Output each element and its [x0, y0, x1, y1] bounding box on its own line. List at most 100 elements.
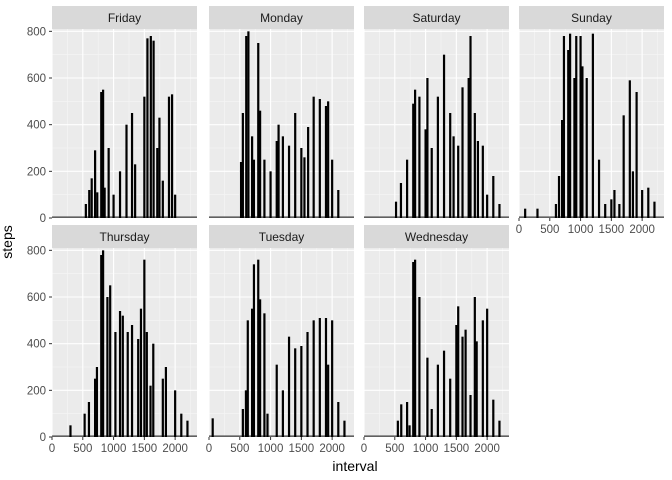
y-tick-label: 800: [27, 26, 46, 38]
bar: [294, 348, 297, 437]
bar: [394, 201, 398, 218]
bar: [269, 171, 272, 218]
bar: [560, 120, 564, 218]
bar: [622, 115, 625, 218]
facet-strip-label: Thursday: [99, 230, 149, 244]
bar: [130, 113, 134, 218]
bar: [610, 199, 613, 218]
bar: [331, 159, 334, 218]
bar: [118, 311, 122, 437]
x-axis-title: interval: [332, 458, 377, 474]
x-tick-label: 0: [206, 443, 212, 455]
bar: [152, 343, 155, 437]
bar: [418, 96, 421, 218]
bar: [303, 157, 306, 218]
panel-background: [52, 248, 197, 437]
bar: [481, 320, 484, 437]
bar: [337, 402, 340, 437]
bar: [579, 36, 582, 218]
bar: [241, 409, 244, 437]
facet-sunday: Sunday 0 500 1000 1500 2000: [516, 6, 664, 236]
x-tick-label: 0: [49, 443, 55, 455]
bar: [554, 204, 558, 218]
bar: [146, 38, 149, 219]
bar: [613, 190, 616, 218]
bar: [597, 159, 601, 218]
bar: [93, 150, 97, 218]
bar: [257, 259, 260, 437]
bar: [259, 299, 262, 437]
bar: [164, 367, 168, 437]
bar: [337, 190, 340, 218]
bar: [442, 54, 446, 218]
bar: [635, 92, 638, 218]
bar: [469, 395, 472, 437]
bar: [575, 36, 578, 218]
facet-strip-label: Monday: [260, 11, 303, 25]
facet-wednesday: Wednesday 0 500 1000 1500 2000: [361, 225, 509, 455]
bar: [573, 78, 576, 218]
bar: [149, 385, 152, 437]
bar: [174, 194, 177, 218]
facet-tuesday: Tuesday 0 500 1000 1500 2000: [206, 225, 354, 455]
facet-strip: [209, 6, 354, 29]
bar: [244, 390, 248, 437]
x-tick-label: 2000: [162, 443, 188, 455]
bar: [412, 103, 415, 218]
bar: [145, 332, 148, 437]
x-tick-label: 2000: [319, 443, 345, 455]
bar: [246, 320, 249, 437]
bar: [287, 145, 291, 218]
bar: [492, 399, 495, 437]
bar: [139, 308, 143, 437]
bar: [287, 336, 291, 437]
y-tick-label: 600: [27, 292, 46, 304]
bar: [149, 36, 152, 218]
bar: [102, 250, 105, 437]
bar: [266, 413, 269, 437]
bar: [93, 378, 97, 437]
bar: [312, 96, 315, 218]
bar: [87, 402, 91, 437]
bar: [259, 110, 262, 218]
bar: [107, 148, 110, 218]
panel-background: [364, 29, 509, 218]
bar: [180, 413, 183, 437]
bar: [473, 297, 476, 437]
facet-strip: [519, 6, 664, 29]
x-tick-label: 1500: [132, 443, 158, 455]
bar: [239, 162, 243, 218]
bar: [461, 87, 464, 218]
bar: [88, 190, 91, 218]
bar: [263, 313, 266, 437]
bar: [257, 43, 260, 218]
bar: [161, 378, 164, 437]
panel-background: [364, 248, 509, 437]
bar: [457, 306, 460, 437]
bar: [96, 192, 99, 218]
panel-background: [209, 29, 354, 218]
x-tick-label: 500: [230, 443, 249, 455]
bar: [161, 180, 164, 218]
bar: [121, 315, 124, 437]
bar: [498, 204, 501, 218]
bar: [318, 99, 321, 218]
facet-strip-label: Sunday: [571, 11, 612, 25]
bar: [449, 113, 452, 218]
bar: [524, 208, 527, 218]
bar: [455, 325, 458, 437]
bar: [408, 425, 411, 437]
bar: [275, 141, 278, 218]
bar: [306, 332, 309, 437]
panel-background: [209, 248, 354, 437]
bar: [331, 320, 334, 437]
bar: [498, 420, 501, 437]
bar: [300, 346, 303, 437]
bar: [414, 89, 417, 219]
bar: [143, 96, 146, 218]
x-tick-label: 0: [516, 224, 522, 236]
x-tick-label: 500: [385, 443, 404, 455]
y-tick-label: 200: [27, 385, 46, 397]
x-tick-label: 1500: [599, 224, 625, 236]
